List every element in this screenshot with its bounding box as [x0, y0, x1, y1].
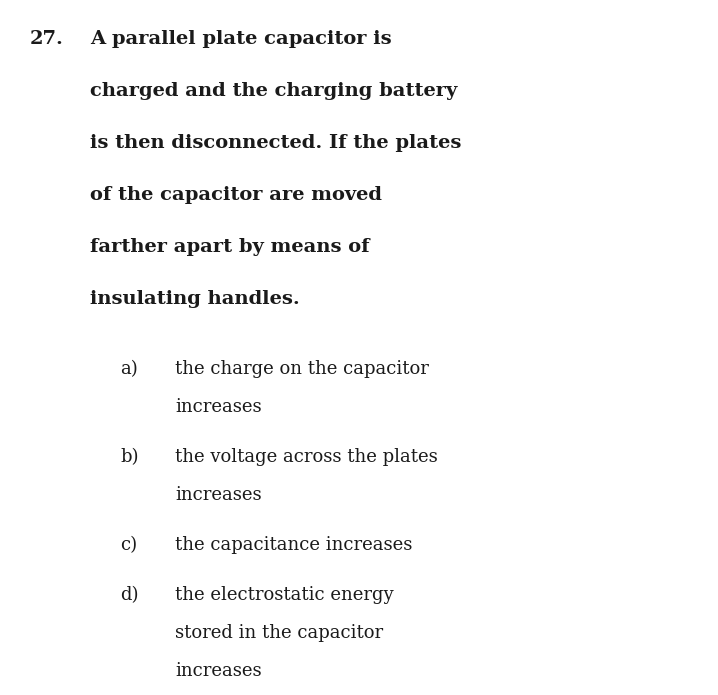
Text: stored in the capacitor: stored in the capacitor [175, 624, 383, 642]
Text: d): d) [120, 586, 139, 604]
Text: c): c) [120, 536, 137, 554]
Text: insulating handles.: insulating handles. [90, 290, 299, 308]
Text: of the capacitor are moved: of the capacitor are moved [90, 186, 382, 204]
Text: increases: increases [175, 486, 261, 504]
Text: the charge on the capacitor: the charge on the capacitor [175, 360, 429, 378]
Text: increases: increases [175, 398, 261, 416]
Text: b): b) [120, 448, 139, 466]
Text: the electrostatic energy: the electrostatic energy [175, 586, 393, 604]
Text: a): a) [120, 360, 138, 378]
Text: the capacitance increases: the capacitance increases [175, 536, 412, 554]
Text: is then disconnected. If the plates: is then disconnected. If the plates [90, 134, 462, 152]
Text: 27.: 27. [30, 30, 64, 48]
Text: the voltage across the plates: the voltage across the plates [175, 448, 438, 466]
Text: A parallel plate capacitor is: A parallel plate capacitor is [90, 30, 391, 48]
Text: increases: increases [175, 662, 261, 680]
Text: farther apart by means of: farther apart by means of [90, 238, 370, 256]
Text: charged and the charging battery: charged and the charging battery [90, 82, 457, 100]
